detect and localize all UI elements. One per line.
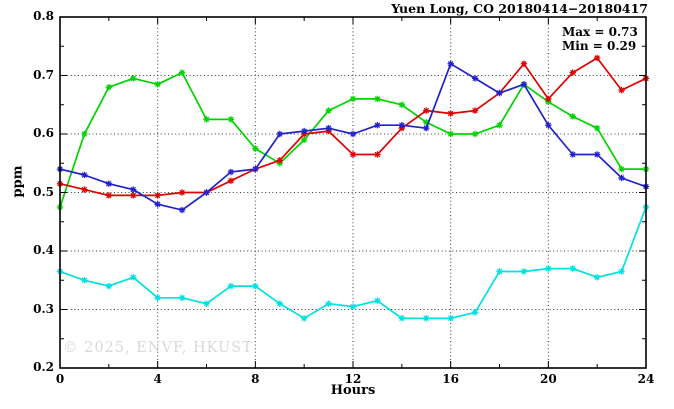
y-tick-label: 0.4 [33,243,54,257]
y-tick-label: 0.2 [33,360,54,374]
series-red-line [56,54,650,199]
max-value-label: Max = 0.73 [562,25,638,39]
x-tick-label: 12 [344,372,362,386]
x-tick-label: 20 [539,372,557,386]
gridlines [60,17,646,368]
watermark: © 2025, ENVF, HKUST [63,340,253,356]
x-axis-title: Hours [330,383,376,398]
max-min-annotation: Max = 0.73 Min = 0.29 [562,25,638,53]
plot-border [59,16,647,369]
y-tick-label: 0.7 [33,67,54,82]
y-tick-label: 0.8 [33,9,54,23]
y-tick-label: 0.3 [33,301,54,316]
chart-title: Yuen Long, CO 20180414−20180417 [391,1,648,16]
y-tick-label: 0.5 [33,184,54,199]
x-tick-label: 4 [153,372,162,386]
x-tick-label: 24 [637,372,655,386]
x-tick-label: 0 [55,372,65,386]
min-value-label: Min = 0.29 [562,38,637,53]
series-blue-line [56,60,650,214]
y-tick-label: 0.6 [33,126,54,140]
axis-ticks [59,16,647,369]
x-tick-label: 8 [251,372,260,386]
x-tick-label: 16 [442,372,459,386]
